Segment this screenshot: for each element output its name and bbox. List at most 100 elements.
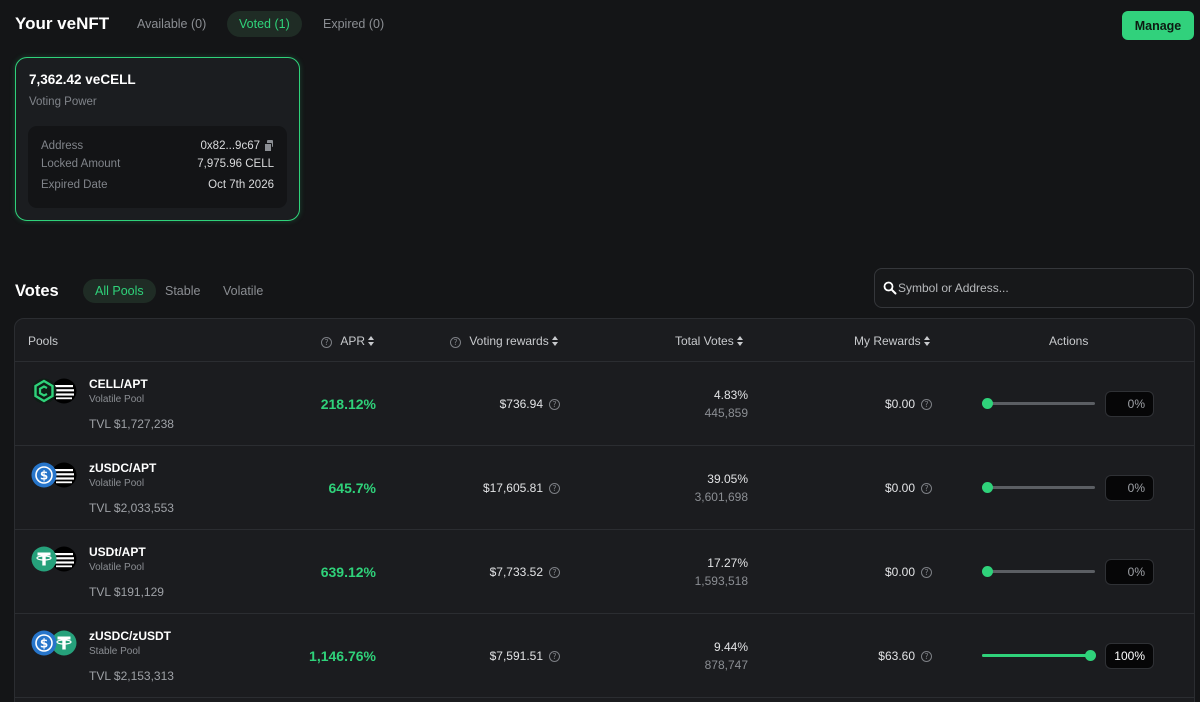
slider-track: [982, 486, 1095, 489]
help-icon[interactable]: ?: [921, 651, 932, 662]
table-row: $ zUSDC/zUSDT Stable Pool TVL $2,153,313…: [15, 614, 1194, 698]
slider-thumb[interactable]: [982, 482, 993, 493]
help-icon[interactable]: ?: [549, 651, 560, 662]
pair-name: zUSDC/APT: [89, 461, 157, 475]
col-apr[interactable]: ? APR: [321, 334, 375, 348]
usdt-icon: [51, 630, 77, 656]
col-total-votes[interactable]: Total Votes: [675, 334, 744, 348]
cell-icon: [31, 378, 57, 404]
help-icon[interactable]: ?: [549, 567, 560, 578]
slider-thumb[interactable]: [982, 566, 993, 577]
usdc-icon: $: [31, 630, 57, 656]
pair-icons: $: [31, 630, 81, 656]
help-icon[interactable]: ?: [450, 337, 461, 348]
address-value[interactable]: 0x82...9c67: [201, 140, 274, 152]
filter-stable[interactable]: Stable: [165, 284, 201, 298]
slider-thumb[interactable]: [982, 398, 993, 409]
pool-tvl: TVL $1,727,238: [89, 417, 174, 431]
total-votes-count: 878,747: [704, 658, 748, 672]
aptos-icon: [51, 462, 77, 488]
slider-thumb[interactable]: [1085, 650, 1096, 661]
page-title: Your veNFT: [15, 14, 110, 33]
search-icon: [883, 281, 897, 295]
tab-expired[interactable]: Expired (0): [323, 17, 385, 31]
tab-voted[interactable]: Voted (1): [227, 11, 302, 37]
aptos-icon: [51, 378, 77, 404]
pool-tvl: TVL $2,033,553: [89, 501, 174, 515]
help-icon[interactable]: ?: [321, 337, 332, 348]
locked-amount-value: 7,975.96 CELL: [197, 158, 274, 170]
pool-tvl: TVL $2,153,313: [89, 669, 174, 683]
vote-slider[interactable]: [982, 482, 1097, 493]
voting-power-amount: 7,362.42 veCELL: [29, 72, 136, 87]
usdt-icon: [31, 546, 57, 572]
copy-icon[interactable]: [264, 140, 274, 152]
vote-percent-input[interactable]: 0%: [1105, 475, 1154, 501]
venft-card[interactable]: 7,362.42 veCELL Voting Power Address 0x8…: [15, 57, 300, 221]
usdc-icon: $: [31, 462, 57, 488]
sort-icon[interactable]: [736, 336, 744, 346]
pool-tvl: TVL $191,129: [89, 585, 164, 599]
total-votes-count: 445,859: [704, 406, 748, 420]
address-label: Address: [41, 140, 84, 152]
col-voting-rewards[interactable]: ? Voting rewards: [450, 334, 559, 348]
help-icon[interactable]: ?: [549, 399, 560, 410]
voting-rewards-value: $7,733.52: [489, 565, 543, 579]
vote-slider[interactable]: [982, 398, 1097, 409]
pair-icons: [31, 378, 81, 404]
tab-available[interactable]: Available (0): [137, 17, 207, 31]
votes-title: Votes: [15, 282, 59, 300]
vote-slider[interactable]: [982, 650, 1097, 661]
apr-value: 1,146.76%: [309, 648, 376, 664]
locked-amount-label: Locked Amount: [41, 158, 121, 170]
table-row: CELL/APT Volatile Pool TVL $1,727,238 21…: [15, 362, 1194, 446]
apr-value: 645.7%: [328, 480, 376, 496]
my-rewards-value: $0.00: [884, 397, 915, 411]
vote-percent-input[interactable]: 100%: [1105, 643, 1154, 669]
pair-name: CELL/APT: [89, 377, 148, 391]
my-rewards-value: $0.00: [884, 565, 915, 579]
vote-percent-input[interactable]: 0%: [1105, 391, 1154, 417]
vote-percent-input[interactable]: 0%: [1105, 559, 1154, 585]
col-actions: Actions: [1049, 334, 1089, 348]
help-icon[interactable]: ?: [921, 399, 932, 410]
total-votes-percent: 39.05%: [707, 472, 748, 486]
svg-text:$: $: [40, 637, 48, 651]
pair-icons: [31, 546, 81, 572]
slider-fill: [982, 654, 1095, 657]
help-icon[interactable]: ?: [921, 567, 932, 578]
my-rewards-value: $0.00: [884, 481, 915, 495]
vote-slider[interactable]: [982, 566, 1097, 577]
table-header: Pools ? APR ? Voting rewards Total Votes…: [15, 319, 1194, 362]
pool-type: Volatile Pool: [89, 394, 145, 405]
total-votes-percent: 17.27%: [707, 556, 748, 570]
slider-track: [982, 402, 1095, 405]
total-votes-count: 3,601,698: [694, 490, 748, 504]
manage-button[interactable]: Manage: [1122, 11, 1194, 40]
search-input[interactable]: [898, 269, 1188, 307]
help-icon[interactable]: ?: [549, 483, 560, 494]
col-my-rewards[interactable]: My Rewards: [854, 334, 931, 348]
col-pools: Pools: [28, 334, 59, 348]
help-icon[interactable]: ?: [921, 483, 932, 494]
apr-value: 218.12%: [320, 396, 376, 412]
expired-date-label: Expired Date: [41, 179, 108, 191]
pair-name: zUSDC/zUSDT: [89, 629, 172, 643]
sort-icon[interactable]: [923, 336, 931, 346]
search-box[interactable]: [874, 268, 1194, 308]
filter-all-pools[interactable]: All Pools: [83, 279, 156, 303]
total-votes-count: 1,593,518: [694, 574, 748, 588]
slider-track: [982, 570, 1095, 573]
table-row: USDt/APT Volatile Pool TVL $191,129 639.…: [15, 530, 1194, 614]
sort-icon[interactable]: [551, 336, 559, 346]
filter-volatile[interactable]: Volatile: [223, 284, 264, 298]
svg-text:$: $: [40, 469, 48, 483]
sort-icon[interactable]: [368, 336, 375, 346]
voting-power-label: Voting Power: [29, 96, 97, 108]
table-row: $ zUSDC/APT Volatile Pool TVL $2,033,553…: [15, 446, 1194, 530]
total-votes-percent: 4.83%: [713, 388, 748, 402]
venft-details: Address 0x82...9c67 Locked Amount 7,975.…: [28, 126, 287, 208]
address-text: 0x82...9c67: [200, 140, 260, 152]
pool-type: Volatile Pool: [89, 478, 145, 489]
pair-name: USDt/APT: [89, 545, 146, 559]
